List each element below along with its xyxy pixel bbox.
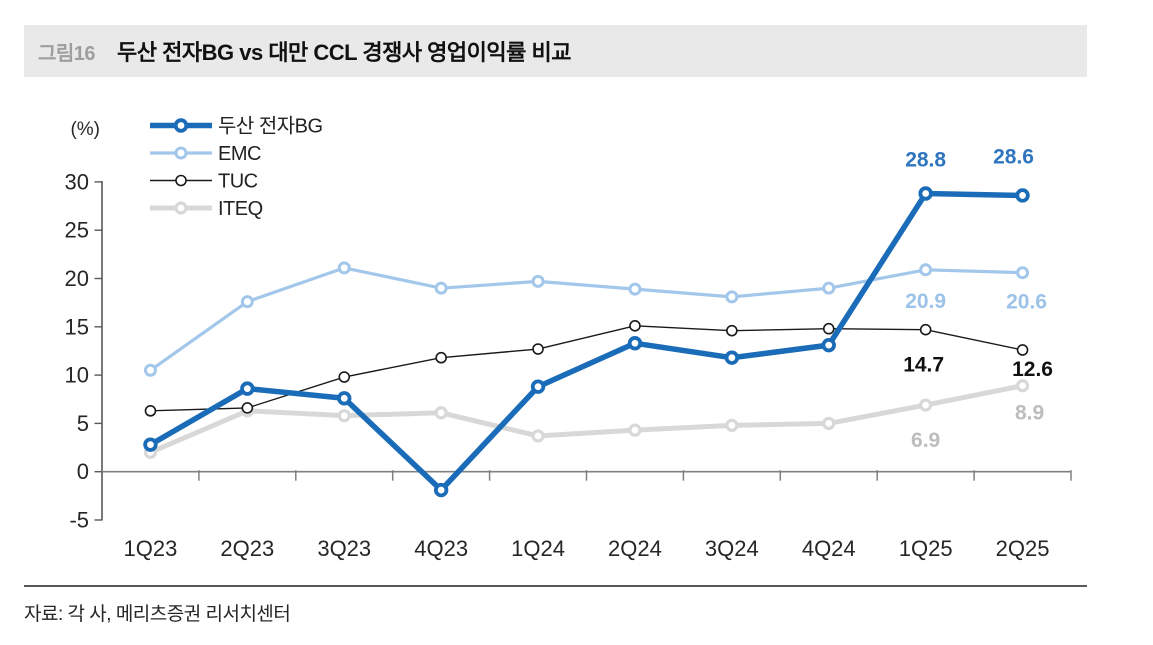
data-labels-layer: 28.8 28.6 20.9 20.6 14.7 12.6 6.9 8.9 [903,145,1053,452]
series-line-doosan-bg [149,190,1023,494]
series-marker-doosan-bg [918,186,933,201]
x-axis-label: 1Q25 [899,536,953,561]
series-marker-doosan-bg [1015,188,1030,203]
source-note: 자료: 각 사, 메리츠증권 리서치센터 [24,604,291,625]
series-marker-emc [143,363,157,377]
series-marker-tuc [726,324,738,337]
point-label-iteq: 8.9 [1015,402,1044,425]
source-divider [24,585,1087,587]
x-axis-label: 4Q24 [802,536,856,561]
point-label-iteq: 6.9 [911,429,940,452]
axes-layer: 30 25 20 15 10 5 0 -5 1Q23 2Q23 3Q23 4Q23 1Q24 2Q24 3Q… [65,169,1072,561]
series-line-tuc [150,325,1023,412]
legend-item-iteq: ITEQ [150,198,263,220]
series-line-iteq [149,383,1024,455]
series-doosan-bg [143,186,1030,498]
y-axis-tick-label: 5 [77,411,89,436]
y-axis-tick-label: 30 [65,169,89,194]
series-marker-tuc [532,343,544,355]
x-axis-label: 2Q25 [996,536,1050,561]
point-label-tuc: 14.7 [903,354,944,377]
series-marker-doosan-bg [530,379,546,394]
x-axis-label: 3Q24 [705,536,759,561]
y-axis-tick-label: 25 [65,218,89,243]
point-label-doosan-bg: 28.6 [993,145,1034,168]
series-marker-tuc [1016,344,1029,356]
series-marker-iteq [531,429,545,443]
series-marker-tuc [919,323,932,336]
y-axis-tick-label: 0 [77,459,89,484]
y-axis-unit-label: (%) [70,119,100,140]
series-marker-emc [337,261,351,275]
y-axis-tick-label: 15 [65,314,89,339]
series-marker-doosan-bg [433,482,449,498]
series-layer [143,186,1030,498]
series-marker-iteq [337,409,351,423]
legend: 두산 전자BG EMC TUC ITEQ [150,115,323,220]
figure-number: 그림16 [38,42,96,65]
legend-item-tuc: TUC [150,171,258,193]
series-marker-iteq [725,418,739,432]
series-marker-iteq [628,423,642,437]
x-axis-label: 2Q23 [220,536,274,561]
legend-label-emc: EMC [218,143,261,165]
legend-label-iteq: ITEQ [218,198,263,220]
series-marker-iteq [1015,379,1030,393]
legend-swatch-marker [173,118,189,133]
legend-swatch-marker [174,146,188,160]
y-axis-tick-label: -5 [69,508,89,533]
legend-item-doosan-bg: 두산 전자BG [150,115,323,138]
x-axis-label: 1Q23 [124,536,178,561]
y-axis-tick-label: 10 [65,363,89,388]
series-marker-iteq [822,416,836,430]
point-label-doosan-bg: 28.8 [905,148,946,171]
series-marker-doosan-bg [143,437,158,452]
point-label-tuc: 12.6 [1012,358,1053,381]
x-axis-label: 1Q24 [511,536,565,561]
series-marker-emc [531,274,545,288]
series-emc [143,261,1030,377]
series-marker-doosan-bg [337,391,352,406]
series-marker-emc [1016,266,1030,280]
series-tuc [144,320,1029,417]
point-label-emc: 20.6 [1006,291,1047,314]
figure-title: 두산 전자BG vs 대만 CCL 경쟁사 영업이익률 비교 [117,40,571,65]
series-marker-tuc [144,405,157,417]
figure-header: 그림16 두산 전자BG vs 대만 CCL 경쟁사 영업이익률 비교 [24,25,1087,77]
series-marker-emc [725,290,739,304]
series-marker-tuc [822,322,835,335]
legend-swatch-marker [174,201,188,215]
legend-swatch-marker [175,174,187,187]
x-axis-label: 4Q23 [414,536,468,561]
series-marker-iteq [434,406,448,420]
series-marker-emc [434,281,448,295]
series-marker-tuc [629,320,641,332]
point-label-emc: 20.9 [905,290,946,313]
series-marker-doosan-bg [821,337,836,353]
series-marker-doosan-bg [627,336,643,351]
series-marker-emc [919,263,933,277]
series-marker-tuc [435,351,447,364]
series-line-emc [149,266,1023,372]
series-marker-emc [628,282,642,296]
series-marker-emc [240,295,254,309]
series-marker-tuc [241,402,254,414]
x-axis-label: 3Q23 [317,536,371,561]
series-marker-emc [822,281,836,295]
series-marker-tuc [338,371,351,383]
legend-label-doosan-bg: 두산 전자BG [218,115,323,138]
y-axis-tick-label: 20 [65,266,89,291]
x-axis-label: 2Q24 [608,536,662,561]
legend-label-tuc: TUC [218,171,258,193]
series-marker-doosan-bg [724,350,740,365]
series-marker-doosan-bg [240,381,255,396]
series-marker-iteq [919,398,933,412]
legend-item-emc: EMC [150,143,262,165]
